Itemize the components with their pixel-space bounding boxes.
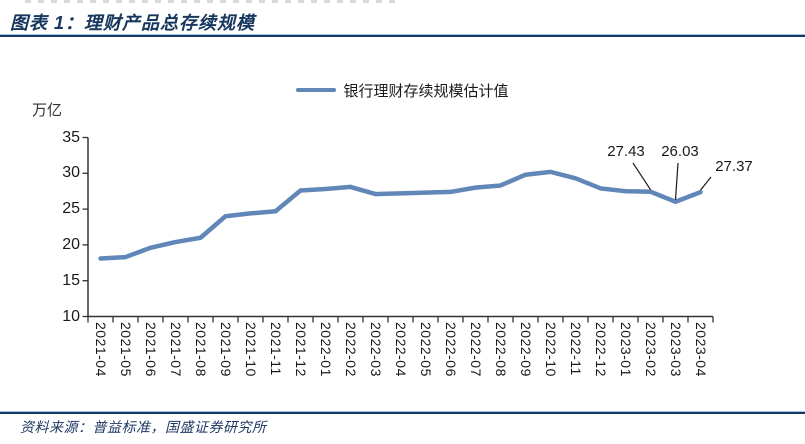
y-tick-label: 35 <box>62 128 80 146</box>
x-tick-label: 2023-01 <box>617 322 634 377</box>
x-tick-label: 2022-06 <box>442 322 459 377</box>
cropped-text-artifact <box>25 0 395 3</box>
x-tick-label: 2021-07 <box>167 322 184 377</box>
x-tick-label: 2022-03 <box>367 322 384 377</box>
source-note: 资料来源：普益标准，国盛证券研究所 <box>20 419 267 435</box>
y-tick-label: 25 <box>62 200 80 218</box>
title-divider <box>0 34 805 37</box>
x-tick-label: 2021-08 <box>192 322 209 377</box>
y-tick-label: 20 <box>62 235 80 253</box>
data-point-label: 26.03 <box>661 143 699 160</box>
annotation-leader-line <box>700 176 712 191</box>
x-tick-label: 2021-09 <box>217 322 234 377</box>
chart-legend: 银行理财存续规模估计值 <box>0 81 805 100</box>
y-tick-label: 10 <box>62 307 80 325</box>
x-tick-label: 2023-02 <box>642 322 659 377</box>
x-tick-label: 2022-01 <box>317 322 334 377</box>
x-tick-label: 2022-08 <box>492 322 509 377</box>
x-tick-label: 2022-10 <box>542 322 559 377</box>
data-point-label: 27.43 <box>607 143 645 160</box>
y-axis-unit-label: 万亿 <box>32 102 63 119</box>
x-tick-label: 2021-10 <box>242 322 259 377</box>
x-tick-label: 2022-11 <box>567 322 584 376</box>
series-line <box>98 169 703 261</box>
annotation-leader-line <box>632 162 652 191</box>
x-tick-label: 2021-12 <box>292 322 309 377</box>
x-tick-label: 2023-03 <box>667 322 684 377</box>
data-point-label: 27.37 <box>715 158 753 175</box>
x-tick-label: 2022-04 <box>392 322 409 377</box>
annotation-leader-line <box>674 162 679 200</box>
chart-title: 图表 1：理财产品总存续规模 <box>10 13 256 33</box>
x-tick-label: 2021-05 <box>117 322 134 377</box>
x-tick-label: 2022-07 <box>467 322 484 377</box>
line-chart-plot <box>82 136 714 323</box>
x-tick-label: 2021-06 <box>142 322 159 377</box>
x-tick-label: 2021-11 <box>267 322 284 376</box>
x-tick-label: 2023-04 <box>692 322 709 377</box>
x-tick-label: 2021-04 <box>92 322 109 377</box>
x-tick-label: 2022-05 <box>417 322 434 377</box>
y-tick-label: 30 <box>62 164 80 182</box>
legend-label: 银行理财存续规模估计值 <box>343 82 509 100</box>
x-tick-label: 2022-09 <box>517 322 534 377</box>
x-tick-label: 2022-02 <box>342 322 359 377</box>
legend-line-swatch <box>296 87 337 93</box>
footer-divider <box>0 411 805 414</box>
y-tick-label: 15 <box>62 271 80 289</box>
x-tick-label: 2022-12 <box>592 322 609 377</box>
